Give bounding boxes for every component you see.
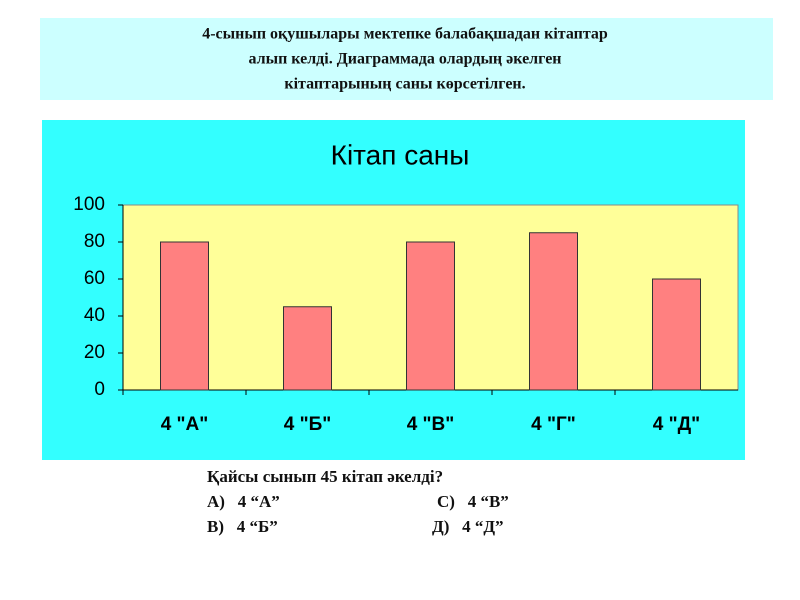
y-tick-label: 60 (84, 268, 105, 289)
x-tick-label: 4 "Б" (284, 414, 332, 435)
header-box (40, 18, 773, 100)
y-tick-label: 100 (73, 194, 105, 215)
y-tick-label: 20 (84, 342, 105, 363)
bar (283, 306, 332, 391)
option: С) 4 “В” (437, 492, 509, 511)
x-tick-label: 4 "В" (407, 414, 455, 435)
header-line: кітаптарының саны көрсетілген. (284, 76, 525, 93)
y-tick-label: 0 (94, 379, 105, 400)
bar (652, 278, 701, 391)
header-line: 4-сынып оқушылары мектепке балабақшадан … (202, 26, 608, 43)
bar (529, 232, 578, 391)
chart-title: Кітап саны (331, 139, 470, 170)
option: В) 4 “Б” (207, 517, 278, 536)
header-line: алып келді. Диаграммада олардың әкелген (248, 51, 561, 68)
y-tick-label: 40 (84, 305, 105, 326)
question: Қайсы сынып 45 кітап әкелді? (207, 467, 443, 486)
bar (160, 241, 209, 391)
x-tick-label: 4 "Г" (531, 414, 576, 435)
x-tick-label: 4 "Д" (653, 414, 700, 435)
option: Д) 4 “Д” (432, 517, 504, 536)
y-tick-label: 80 (84, 231, 105, 252)
option: А) 4 “А” (207, 492, 280, 511)
bar (406, 241, 455, 391)
x-tick-label: 4 "А" (161, 414, 209, 435)
